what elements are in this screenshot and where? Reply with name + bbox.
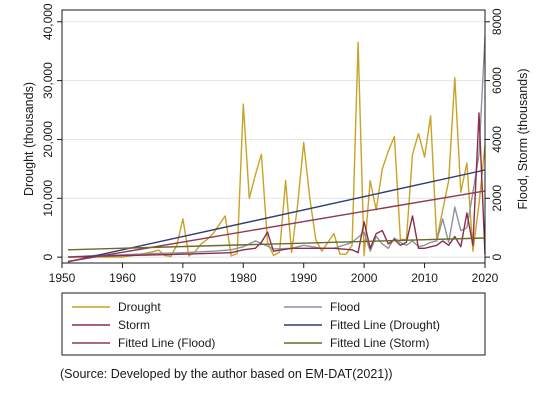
axes: 1950 1960 1970 1980 1990 2000 2010 2020 0 10,000 2… <box>41 3 504 285</box>
y-left-tick-label: 20,000 <box>41 121 55 158</box>
legend-box <box>61 292 486 356</box>
series-line-fitted-line-storm <box>67 237 486 251</box>
y-left-tick-label: 30,000 <box>41 62 55 99</box>
y-right-tick-label: 6000 <box>490 67 504 94</box>
x-tick-label: 1950 <box>49 271 76 285</box>
x-tick-label: 2020 <box>472 271 499 285</box>
x-tick-label: 1990 <box>290 271 317 285</box>
y-right-tick-label: 4000 <box>490 126 504 153</box>
y-right-tick-label: 2000 <box>490 185 504 212</box>
legend-label-storm: Storm <box>118 318 150 332</box>
series-lines <box>67 36 486 263</box>
x-tick-label: 2000 <box>351 271 378 285</box>
legend: Drought Flood Storm Fitted Line (Drought) Fi… <box>61 292 486 356</box>
series-line-fitted-line-drought <box>67 169 486 263</box>
plot-frame <box>61 9 486 264</box>
y-right-tick-label: 0 <box>490 253 504 260</box>
y-right-tick-label: 8000 <box>490 8 504 35</box>
source-note: (Source: Developed by the author based o… <box>60 367 393 381</box>
x-tick-label: 1980 <box>230 271 257 285</box>
legend-label-flood: Flood <box>330 300 360 314</box>
x-tick-label: 1960 <box>109 271 136 285</box>
series-line-storm <box>67 112 486 258</box>
y-left-tick-label: 10,000 <box>41 180 55 217</box>
y-axis-left-title: Drought (thousands) <box>22 82 36 196</box>
legend-label-fitted-line-drought: Fitted Line (Drought) <box>330 318 440 332</box>
legend-label-drought: Drought <box>118 300 161 314</box>
y-left-tick-label: 40,000 <box>41 3 55 40</box>
series-line-drought <box>68 41 486 258</box>
series-line-flood <box>67 36 486 258</box>
x-tick-label: 2010 <box>411 271 438 285</box>
y-left-tick-label: 0 <box>41 253 55 260</box>
y-axis-right-title: Flood, Storm (thousands) <box>516 68 530 209</box>
grid-lines <box>62 21 485 258</box>
legend-label-fitted-line-storm: Fitted Line (Storm) <box>330 336 429 350</box>
series-line-fitted-line-flood <box>67 190 486 263</box>
legend-label-fitted-line-flood: Fitted Line (Flood) <box>118 336 215 350</box>
x-tick-label: 1970 <box>170 271 197 285</box>
